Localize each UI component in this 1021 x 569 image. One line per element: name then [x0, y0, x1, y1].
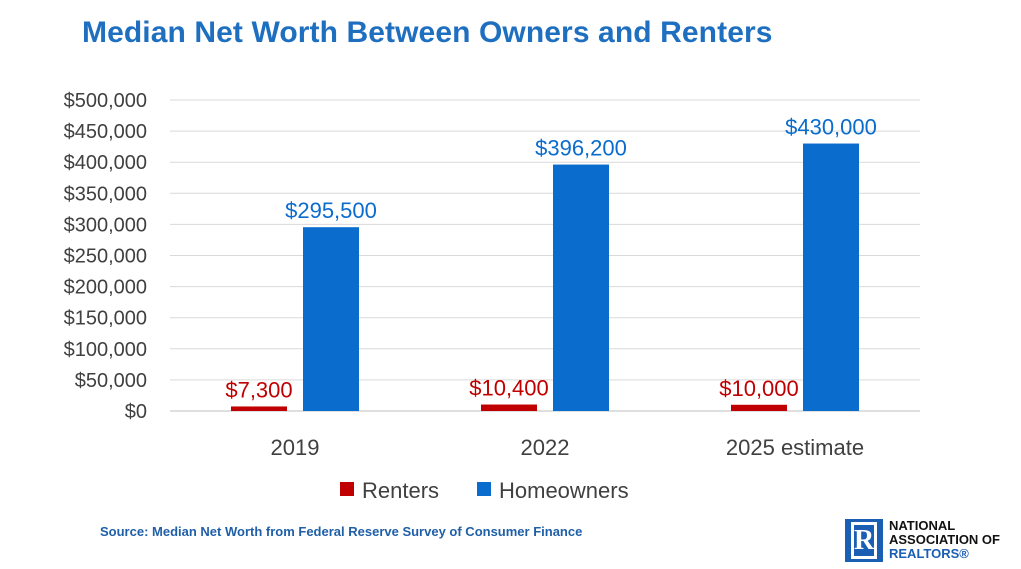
realtor-r-icon: R: [845, 519, 883, 562]
y-tick-label: $50,000: [75, 370, 147, 392]
y-tick-label: $100,000: [64, 339, 147, 361]
bar-homeowners: [803, 143, 859, 412]
y-tick-label: $200,000: [64, 277, 147, 299]
y-tick-label: $350,000: [64, 183, 147, 205]
data-label: $295,500: [285, 198, 377, 223]
bar-homeowners: [553, 164, 609, 411]
x-tick-label: 2019: [271, 435, 320, 460]
y-tick-label: $0: [125, 401, 147, 423]
nar-logo: R NATIONAL ASSOCIATION OF REALTORS®: [845, 519, 1013, 563]
x-tick-label: 2022: [521, 435, 570, 460]
y-tick-label: $150,000: [64, 308, 147, 330]
logo-text: NATIONAL ASSOCIATION OF REALTORS®: [889, 519, 1000, 561]
y-tick-label: $300,000: [64, 214, 147, 236]
y-tick-label: $400,000: [64, 152, 147, 174]
data-label: $10,000: [719, 376, 799, 401]
bar-renters: [731, 404, 787, 411]
logo-mark-letter: R: [851, 522, 877, 559]
y-tick-label: $450,000: [64, 121, 147, 143]
x-tick-label: 2025 estimate: [726, 435, 864, 460]
chart-title: Median Net Worth Between Owners and Rent…: [82, 16, 773, 49]
data-label: $10,400: [469, 376, 549, 401]
y-tick-label: $500,000: [64, 90, 147, 112]
legend-swatch: [477, 482, 491, 496]
legend-label: Renters: [362, 478, 439, 503]
data-label: $396,200: [535, 136, 627, 161]
bar-homeowners: [303, 227, 359, 411]
logo-line-2: ASSOCIATION OF: [889, 532, 1000, 547]
data-label: $430,000: [785, 115, 877, 140]
legend-label: Homeowners: [499, 478, 629, 503]
source-note: Source: Median Net Worth from Federal Re…: [100, 524, 583, 539]
bar-renters: [231, 406, 287, 411]
y-tick-label: $250,000: [64, 246, 147, 268]
logo-line-3: REALTORS®: [889, 546, 969, 561]
bar-renters: [481, 404, 537, 411]
legend-swatch: [340, 482, 354, 496]
data-label: $7,300: [225, 377, 292, 402]
logo-line-1: NATIONAL: [889, 518, 956, 533]
